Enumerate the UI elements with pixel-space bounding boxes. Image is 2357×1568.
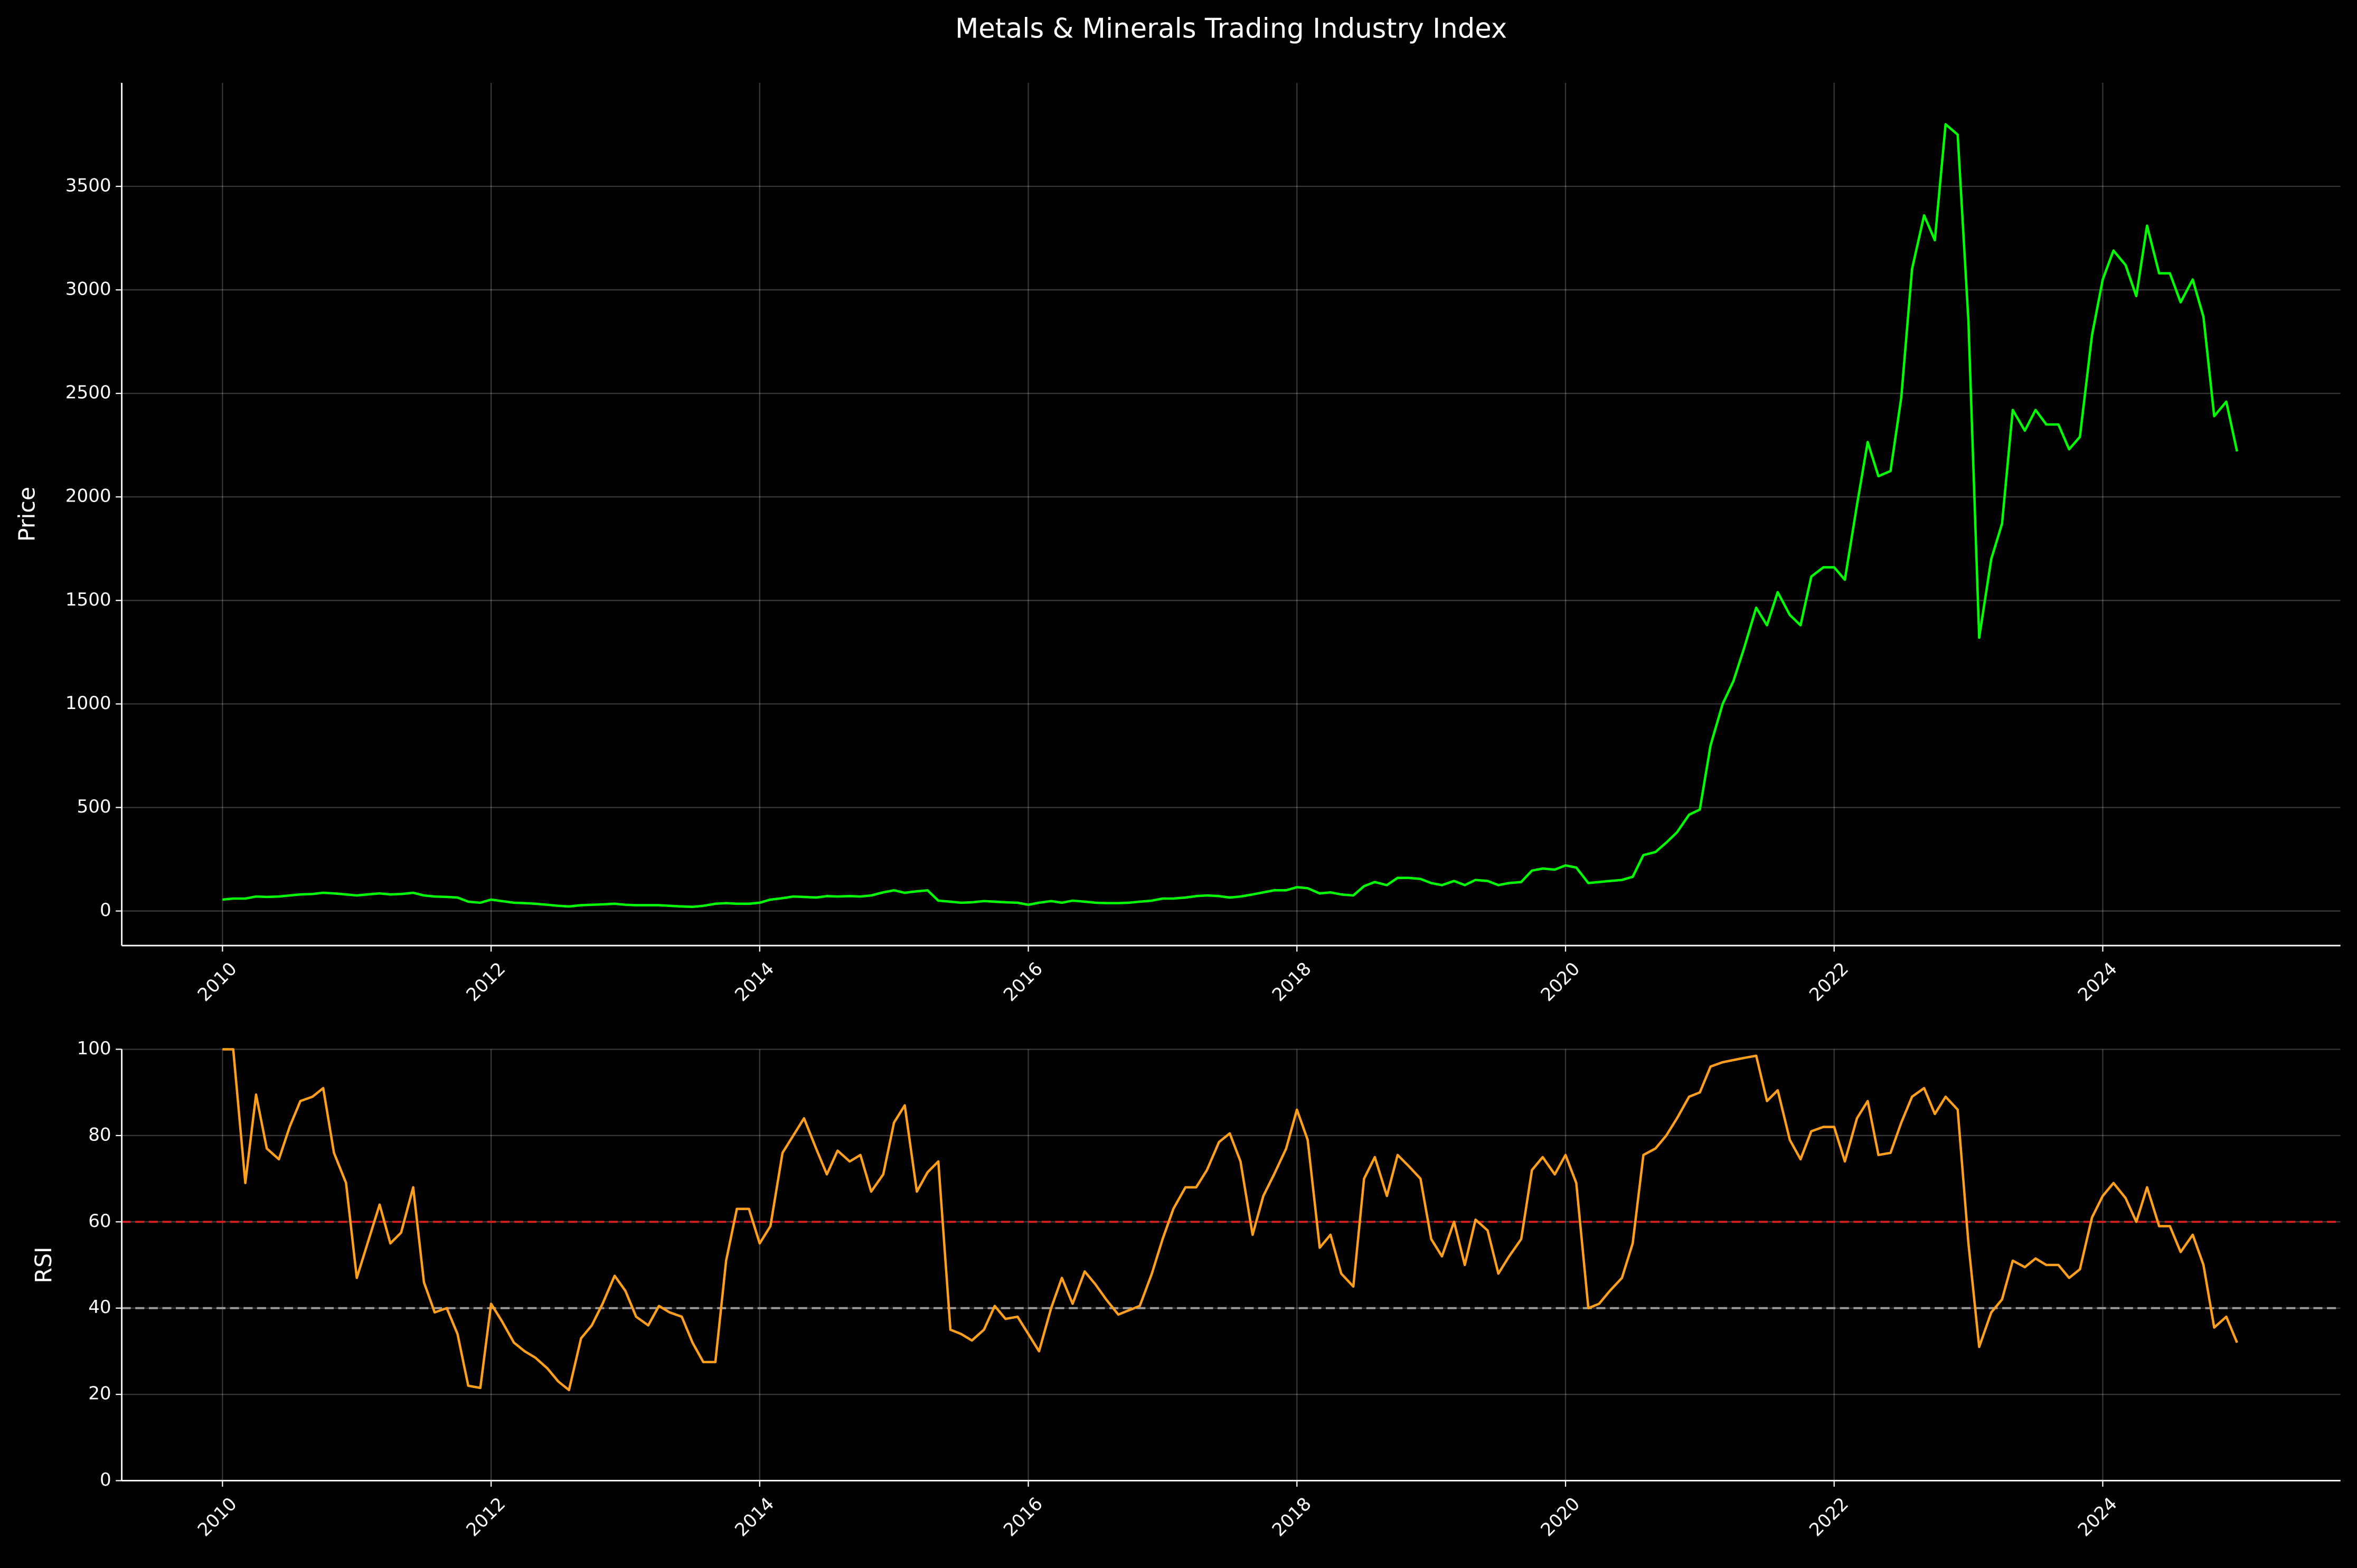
y-tick-label: 0 bbox=[100, 900, 111, 921]
data-line bbox=[222, 1048, 2238, 1392]
y-axis-label: RSI bbox=[31, 1246, 57, 1283]
y-tick-label: 2500 bbox=[65, 382, 111, 403]
y-tick-label: 2000 bbox=[65, 486, 111, 507]
y-tick-label: 1000 bbox=[65, 693, 111, 714]
y-tick-label: 20 bbox=[88, 1383, 111, 1404]
y-tick-label: 3000 bbox=[65, 279, 111, 300]
y-tick-label: 1500 bbox=[65, 589, 111, 610]
y-tick-label: 500 bbox=[77, 796, 111, 817]
y-tick-label: 3500 bbox=[65, 175, 111, 196]
y-tick-label: 80 bbox=[88, 1124, 111, 1145]
y-tick-label: 100 bbox=[77, 1038, 111, 1059]
y-tick-label: 60 bbox=[88, 1211, 111, 1232]
data-line bbox=[222, 123, 2239, 908]
chart-title: Metals & Minerals Trading Industry Index bbox=[955, 13, 1507, 44]
y-tick-label: 0 bbox=[100, 1469, 111, 1490]
y-axis-label: Price bbox=[14, 487, 41, 542]
y-tick-label: 40 bbox=[88, 1297, 111, 1318]
